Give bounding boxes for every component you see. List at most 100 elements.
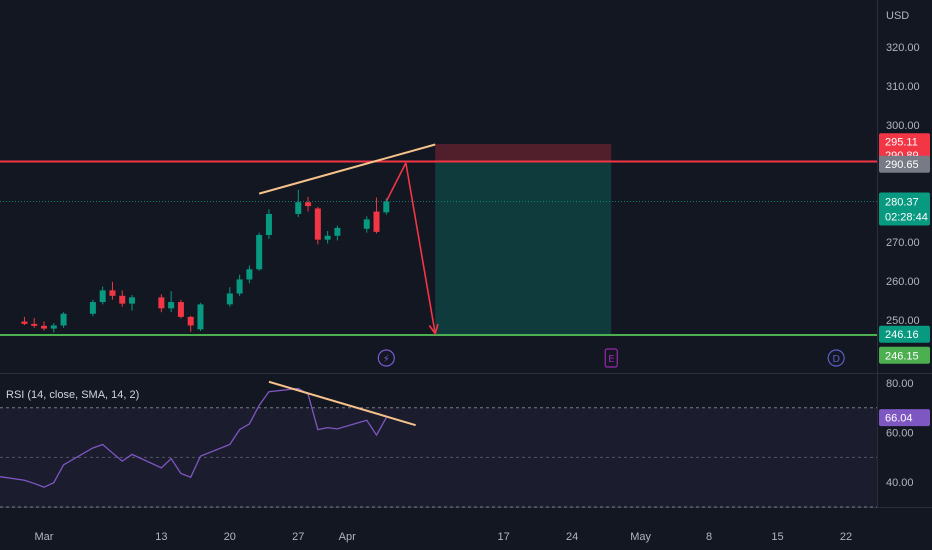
rsi-value-tag: 66.04 bbox=[879, 409, 930, 427]
candle-body bbox=[177, 302, 184, 317]
candle bbox=[324, 231, 331, 244]
candle bbox=[226, 287, 233, 307]
event-marker-glyph: ⚡ bbox=[383, 354, 390, 365]
price-tag-label: 280.37 bbox=[885, 197, 919, 209]
rsi-tick-label: 60.00 bbox=[886, 428, 914, 440]
drawings-layer[interactable] bbox=[0, 143, 877, 336]
countdown-label: 02:28:44 bbox=[885, 212, 928, 224]
candle-body bbox=[334, 227, 341, 236]
candle-body bbox=[119, 295, 126, 304]
candle bbox=[314, 206, 321, 245]
candle-body bbox=[109, 290, 116, 296]
time-tick-label: 27 bbox=[292, 531, 304, 543]
rsi-line[interactable] bbox=[0, 387, 387, 488]
candle-body bbox=[187, 316, 194, 326]
candle bbox=[373, 197, 380, 234]
candles-layer bbox=[21, 189, 390, 333]
projection-down[interactable] bbox=[405, 162, 436, 334]
price-tags: 295.11290.89290.65280.3702:28:44246.1624… bbox=[879, 133, 930, 427]
resistance-tag: 290.65 bbox=[879, 155, 930, 173]
event-marker-circle bbox=[827, 349, 845, 367]
event-marker[interactable]: D bbox=[827, 349, 845, 367]
time-tick-label: 8 bbox=[706, 531, 712, 543]
candle-body bbox=[383, 201, 390, 213]
candle bbox=[177, 299, 184, 319]
price-tag-box bbox=[879, 155, 930, 173]
rsi-pane[interactable]: RSI (14, close, SMA, 14, 2) bbox=[0, 380, 877, 508]
rsi-trendline[interactable] bbox=[268, 380, 416, 427]
candle-body bbox=[168, 302, 175, 309]
short-position-stop-zone[interactable] bbox=[435, 144, 612, 161]
event-marker-glyph: D bbox=[832, 354, 840, 365]
candle bbox=[256, 232, 263, 271]
last-price-tag: 280.37 02:28:44 bbox=[879, 192, 930, 226]
close-level-tag: 246.16 bbox=[879, 325, 930, 343]
price-tag-box bbox=[879, 192, 930, 226]
candle-body bbox=[50, 325, 57, 329]
time-tick-label: 13 bbox=[155, 531, 167, 543]
candle bbox=[334, 225, 341, 241]
candle-body bbox=[21, 321, 28, 324]
candle-body bbox=[226, 293, 233, 305]
price-tick-label: 310.00 bbox=[886, 81, 920, 93]
candle bbox=[129, 295, 136, 311]
candle bbox=[236, 274, 243, 296]
candle-body bbox=[295, 202, 302, 214]
event-marker[interactable]: ⚡ bbox=[377, 349, 395, 367]
time-tick-label: 22 bbox=[840, 531, 852, 543]
rsi-tick-label: 40.00 bbox=[886, 477, 914, 489]
price-tick-label: 300.00 bbox=[886, 120, 920, 132]
currency-label: USD bbox=[886, 10, 909, 22]
rsi-legend[interactable]: RSI (14, close, SMA, 14, 2) bbox=[6, 389, 139, 401]
short-position-target-zone[interactable] bbox=[435, 160, 612, 335]
candle bbox=[109, 281, 116, 300]
candle bbox=[89, 299, 96, 317]
projection-arrow-head bbox=[428, 323, 439, 336]
price-trendline[interactable] bbox=[258, 143, 436, 195]
rsi-tag-label: 66.04 bbox=[885, 413, 913, 425]
event-marker[interactable]: E bbox=[604, 348, 618, 368]
time-tick-label: May bbox=[630, 531, 651, 543]
price-tag-box bbox=[879, 346, 930, 364]
candle bbox=[60, 312, 67, 328]
time-axis[interactable]: Mar 13 20 27 Apr 17 24 May 8 15 22 bbox=[35, 531, 853, 543]
candle-body bbox=[246, 269, 253, 280]
candle-body bbox=[265, 213, 272, 235]
stop-tag: 295.11 bbox=[879, 133, 930, 151]
candle-body bbox=[31, 323, 38, 326]
event-marker-glyph: E bbox=[608, 354, 614, 365]
candle bbox=[295, 189, 302, 218]
rsi-tag-box bbox=[879, 409, 930, 427]
candle-body bbox=[99, 290, 106, 303]
candle bbox=[158, 294, 165, 313]
candle-body bbox=[89, 302, 96, 314]
candle-body bbox=[305, 202, 312, 207]
rsi-tick-label: 80.00 bbox=[886, 378, 914, 390]
price-tag-label: 246.16 bbox=[885, 329, 919, 341]
time-tick-label: Mar bbox=[35, 531, 54, 543]
time-tick-label: 24 bbox=[566, 531, 578, 543]
candle-body bbox=[158, 297, 165, 309]
candle-body bbox=[197, 304, 204, 330]
price-tick-label: 260.00 bbox=[886, 276, 920, 288]
candle bbox=[41, 321, 47, 331]
projection-up[interactable] bbox=[385, 162, 407, 202]
candle-body bbox=[314, 208, 321, 240]
candle-body bbox=[256, 234, 263, 270]
price-tag-box bbox=[879, 133, 930, 151]
candle bbox=[187, 316, 194, 332]
time-tick-label: Apr bbox=[339, 531, 356, 543]
candle bbox=[197, 302, 204, 331]
candle-body bbox=[236, 279, 243, 294]
time-tick-label: 17 bbox=[498, 531, 510, 543]
candle-body bbox=[60, 313, 67, 326]
price-tag-label: 295.11 bbox=[885, 137, 918, 149]
earnings-marker-box bbox=[604, 348, 618, 368]
event-markers[interactable]: ⚡ E D bbox=[377, 348, 845, 368]
candle bbox=[119, 290, 126, 307]
candle-body bbox=[324, 235, 331, 240]
price-tag-label: 246.15 bbox=[885, 350, 919, 362]
price-tag-box bbox=[879, 325, 930, 343]
